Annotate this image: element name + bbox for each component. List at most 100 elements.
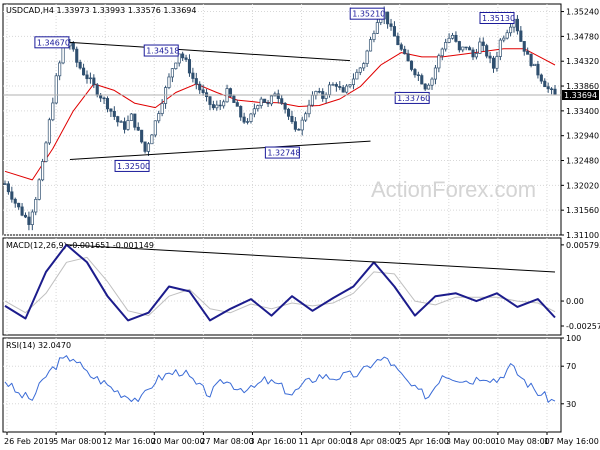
candle-body-up <box>474 53 478 58</box>
candle-body-down <box>276 93 280 99</box>
candle-body-up <box>430 78 434 86</box>
candle-body-up <box>153 120 157 136</box>
candle-body-down <box>293 121 297 130</box>
candle-body-up <box>310 95 315 106</box>
candle-body-down <box>194 78 198 85</box>
candle-body-down <box>485 45 489 57</box>
candle <box>399 42 403 51</box>
candle <box>245 118 250 125</box>
candle-body-down <box>519 30 523 42</box>
candle <box>263 98 267 103</box>
candle-body-up <box>495 56 499 69</box>
candle-body-down <box>75 48 79 63</box>
y-tick-label: 1.34320 <box>566 57 599 66</box>
trendline <box>69 41 351 62</box>
candle <box>228 87 233 98</box>
y-tick-label: 0.005793 <box>566 241 600 250</box>
candle <box>403 45 407 55</box>
candle <box>498 38 502 61</box>
y-tick-label: 30 <box>566 400 576 409</box>
candle <box>252 103 256 118</box>
y-tick-label: 1.32940 <box>566 132 599 141</box>
candle-body-down <box>491 57 496 69</box>
candle-body-down <box>102 97 106 100</box>
candle-body-down <box>392 26 396 37</box>
candle <box>269 95 274 107</box>
x-tick-label: 3 Apr 16:00 <box>249 437 296 446</box>
candle-body-up <box>505 32 509 39</box>
candle <box>109 108 113 117</box>
candle <box>372 30 376 43</box>
candle <box>526 47 530 55</box>
candle-body-up <box>174 62 178 70</box>
candle-body-down <box>82 67 86 76</box>
candle-body-down <box>539 74 543 82</box>
macd-series <box>4 243 556 322</box>
y-tick-label: 1.33400 <box>566 107 599 116</box>
y-tick-label: 1.31100 <box>566 231 599 240</box>
candle-body-down <box>17 202 21 208</box>
candle-body-up <box>259 98 263 106</box>
rsi-line <box>4 355 556 403</box>
candle <box>471 47 475 61</box>
candle <box>222 99 226 109</box>
price-label-box <box>479 11 515 24</box>
candle <box>201 84 205 96</box>
candle <box>389 18 393 31</box>
price-label-text: 1.32500 <box>117 162 150 171</box>
candle <box>41 158 45 182</box>
candle-body-down <box>522 41 526 52</box>
candle-body-down <box>92 77 96 86</box>
price-label: 1.35130 <box>479 11 515 24</box>
y-tick-label: 1.32480 <box>566 157 599 166</box>
candle <box>505 29 509 40</box>
candle-body-up <box>167 76 171 88</box>
candle <box>146 142 151 156</box>
candle <box>543 78 547 88</box>
candle-body-down <box>85 74 89 80</box>
candle <box>454 31 458 43</box>
candle <box>331 82 335 86</box>
candle-body-down <box>232 95 236 103</box>
price-label-box <box>394 91 430 104</box>
candle <box>276 89 280 104</box>
candle-body-up <box>252 108 256 115</box>
candle <box>539 73 543 84</box>
candle <box>488 52 492 64</box>
candle-body-down <box>116 116 120 123</box>
rsi-panel-frame <box>2 337 562 433</box>
candle <box>174 62 178 70</box>
candle <box>191 67 195 83</box>
price-label-text: 1.32748 <box>267 149 300 158</box>
price-label-text: 1.35210 <box>352 10 385 19</box>
candle-body-down <box>3 183 7 185</box>
candle-body-up <box>126 120 130 130</box>
candle <box>519 26 523 42</box>
current-price-tag <box>562 89 599 100</box>
candle <box>129 112 133 121</box>
candle <box>536 60 540 79</box>
candle <box>297 128 301 131</box>
candle <box>392 21 396 37</box>
candle-body-up <box>170 68 174 78</box>
candle <box>355 69 359 80</box>
candle-body-up <box>327 84 332 95</box>
candle <box>423 83 427 91</box>
candle-body-up <box>222 101 226 107</box>
candle <box>420 73 424 85</box>
price-label-box <box>114 159 150 172</box>
candle-body-down <box>71 42 75 50</box>
candle <box>232 94 236 103</box>
candle <box>54 73 58 105</box>
candle <box>82 63 86 76</box>
candle <box>317 87 321 94</box>
x-tick-label: 5 Mar 08:00 <box>53 437 101 446</box>
candle <box>334 82 338 92</box>
price-label-box <box>349 7 385 20</box>
candle-body-down <box>133 113 137 128</box>
candle <box>485 43 489 59</box>
candle-body-down <box>546 86 550 90</box>
candle-body-up <box>355 71 359 80</box>
candle-body-up <box>450 34 455 39</box>
candle <box>529 53 533 68</box>
